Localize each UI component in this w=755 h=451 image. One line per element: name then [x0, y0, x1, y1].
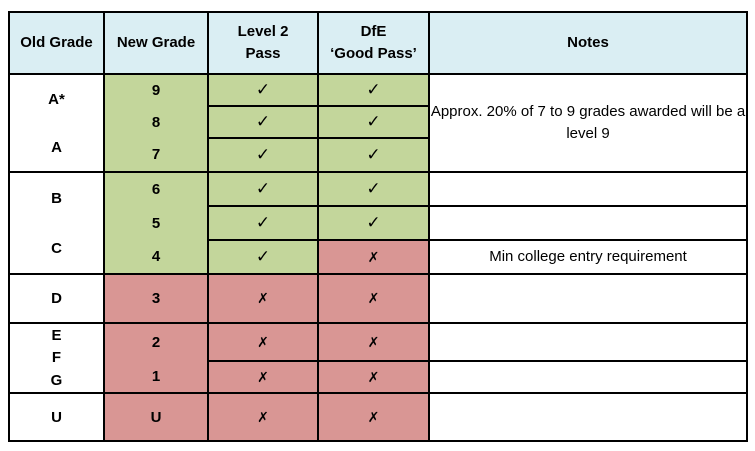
new-grade-cell-2-1: 2 1 [103, 322, 209, 394]
level2-mark-grade-3: ✗ [207, 273, 319, 324]
new-grade-7: 7 [151, 146, 161, 163]
row-grade-1: ✗ ✗ [9, 360, 748, 394]
dfe-mark-grade-1: ✗ [317, 360, 430, 394]
old-grade-label-b: B [51, 189, 62, 207]
level2-mark-grade-9: ✓ [207, 73, 319, 107]
row-grade-9: A* A 9 8 7 ✓ ✓ Approx. 20% of 7 to 9 gra… [8, 73, 748, 173]
new-grade-1: 1 [151, 368, 161, 385]
dfe-mark-grade-5: ✓ [317, 204, 430, 242]
old-grade-cell-d: D [8, 273, 105, 324]
row-grade-7: ✓ ✓ [9, 137, 747, 173]
new-grade-6: 6 [151, 181, 161, 198]
note-cell-grade-2 [428, 321, 748, 363]
old-grade-cell-astar-a: A* A [8, 73, 105, 173]
new-grade-cell-6-5-4: 6 5 4 [103, 171, 209, 275]
new-grade-2: 2 [151, 334, 161, 351]
new-grade-3: 3 [103, 273, 209, 324]
old-grade-cell-u: U [8, 392, 105, 442]
row-grade-8: ✓ ✓ [9, 104, 747, 140]
level2-mark-grade-7: ✓ [207, 137, 319, 173]
note-cell-grade-5 [428, 204, 748, 242]
row-grade-3: D 3 ✗ ✗ [8, 273, 748, 324]
header-new-grade: New Grade [103, 11, 209, 75]
dfe-mark-grade-4: ✗ [317, 239, 430, 275]
note-cell-grade-u [428, 392, 748, 442]
dfe-mark-grade-3: ✗ [317, 273, 430, 324]
header-notes: Notes [428, 11, 748, 75]
note-cell-grade-3 [428, 273, 748, 324]
new-grade-u: U [103, 392, 209, 442]
new-grade-5: 5 [151, 214, 161, 232]
level2-mark-grade-8: ✓ [207, 104, 319, 140]
header-dfe-good-pass: DfE ‘Good Pass’ [317, 11, 430, 75]
old-grade-cell-b-c: B C [8, 171, 105, 275]
level2-mark-grade-2: ✗ [207, 321, 319, 363]
level2-mark-grade-5: ✓ [207, 204, 319, 242]
note-cell-grade-6 [428, 171, 748, 207]
header-level2-pass: Level 2 Pass [207, 11, 319, 75]
dfe-mark-grade-u: ✗ [317, 392, 430, 442]
old-grade-cell-e-f-g: E F G [8, 322, 105, 394]
new-grade-8: 8 [151, 113, 161, 131]
row-grade-u: U U ✗ ✗ [8, 392, 748, 442]
old-grade-label-g: G [50, 372, 63, 390]
note-cell-grades-7-to-9: Approx. 20% of 7 to 9 grades awarded wil… [428, 73, 748, 173]
row-grade-4: ✓ ✗ Min college entry requirement [9, 239, 748, 275]
old-grade-label-a: A [51, 138, 62, 156]
dfe-mark-grade-7: ✓ [317, 137, 430, 173]
note-cell-grade-1 [428, 360, 748, 394]
note-cell-grade-4: Min college entry requirement [428, 239, 748, 275]
dfe-mark-grade-6: ✓ [317, 171, 430, 207]
level2-mark-grade-u: ✗ [207, 392, 319, 442]
dfe-mark-grade-2: ✗ [317, 321, 430, 363]
old-grade-label-f: F [51, 349, 62, 367]
header-row: Old Grade New Grade Level 2 Pass DfE ‘Go… [8, 11, 748, 75]
header-old-grade: Old Grade [8, 11, 105, 75]
new-grade-9: 9 [151, 82, 161, 99]
new-grade-4: 4 [151, 248, 161, 265]
row-grade-5: ✓ ✓ [9, 204, 748, 242]
old-grade-label-astar: A* [48, 90, 65, 108]
grade-conversion-table: Old Grade New Grade Level 2 Pass DfE ‘Go… [8, 11, 748, 442]
row-grade-2: E F G 2 1 ✗ ✗ [8, 321, 748, 394]
old-grade-label-e: E [51, 326, 62, 344]
dfe-mark-grade-9: ✓ [317, 73, 430, 107]
old-grade-label-c: C [51, 239, 62, 257]
dfe-mark-grade-8: ✓ [317, 104, 430, 140]
new-grade-cell-9-8-7: 9 8 7 [103, 73, 209, 173]
level2-mark-grade-1: ✗ [207, 360, 319, 394]
level2-mark-grade-4: ✓ [207, 239, 319, 275]
row-grade-6: B C 6 5 4 ✓ ✓ [8, 171, 748, 275]
level2-mark-grade-6: ✓ [207, 171, 319, 207]
